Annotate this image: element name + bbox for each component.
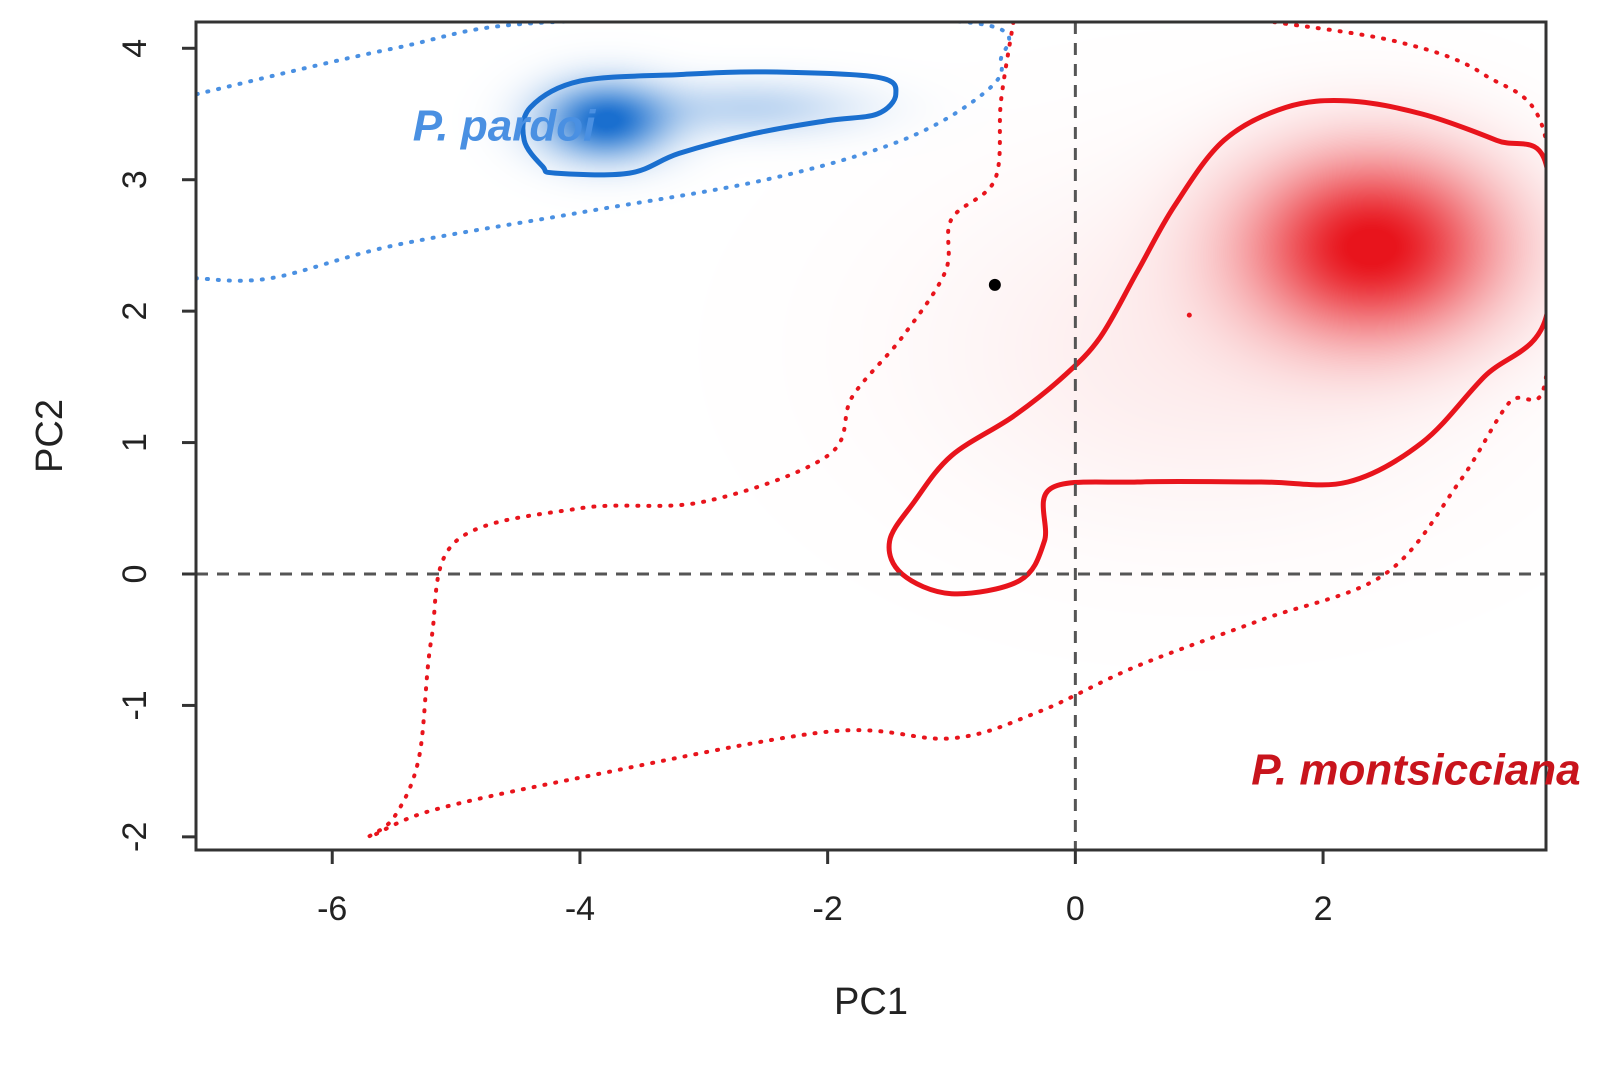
y-tick-label: -1 xyxy=(116,690,154,720)
y-tick-label: 0 xyxy=(116,565,154,584)
contour-dotted-montsicciana xyxy=(366,22,1546,839)
x-tick-label: -6 xyxy=(317,890,347,928)
x-tick-label: -2 xyxy=(813,890,843,928)
reference-lines xyxy=(196,22,1546,850)
x-tick-label: 0 xyxy=(1066,890,1085,928)
density-layer xyxy=(196,22,1546,850)
y-axis-title: PC2 xyxy=(29,399,71,473)
y-tick-label: 1 xyxy=(116,433,154,452)
plot-frame xyxy=(194,20,1548,852)
points-layer xyxy=(988,278,1192,318)
species-label-pardoi: P. pardoi xyxy=(413,101,596,150)
axes: -6 -4 -2 0 2 -2 -1 0 1 2 3 4 xyxy=(116,39,1333,928)
y-tick-label: 2 xyxy=(116,302,154,321)
x-tick-label: 2 xyxy=(1314,890,1333,928)
density-raster xyxy=(196,22,1546,850)
data-point xyxy=(1186,312,1192,318)
y-tick-label: 4 xyxy=(116,39,154,58)
contour-dotted-pardoi xyxy=(196,22,1012,283)
y-tick-label: -2 xyxy=(116,822,154,852)
x-axis-title: PC1 xyxy=(834,981,908,1023)
x-tick-label: -4 xyxy=(565,890,595,928)
data-point xyxy=(988,278,1001,291)
species-label-montsicciana: P. montsicciana xyxy=(1251,745,1580,794)
contour-solid-montsicciana xyxy=(886,98,1546,597)
contour-solid-pardoi xyxy=(520,69,899,178)
y-tick-label: 3 xyxy=(116,170,154,189)
contour-layer xyxy=(196,22,1546,839)
